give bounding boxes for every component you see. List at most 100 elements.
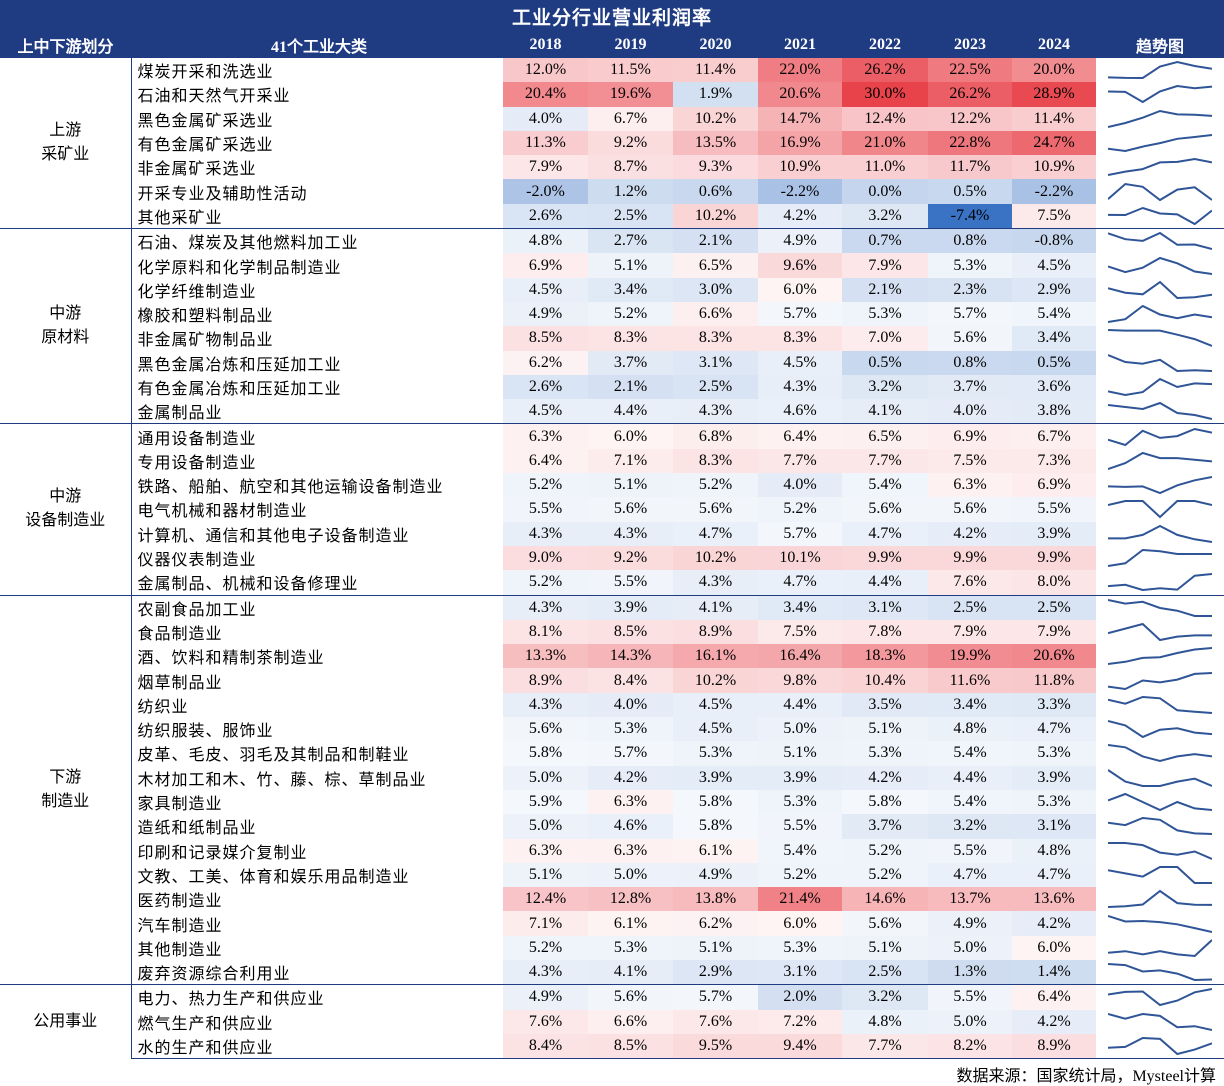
trend-sparkline-cell: [1096, 399, 1224, 424]
value-cell: 12.4%: [503, 887, 588, 912]
industry-name: 木材加工和木、竹、藤、棕、草制品业: [137, 771, 427, 789]
value-cell: 5.6%: [588, 984, 673, 1010]
value-cell: 11.8%: [1012, 668, 1096, 693]
trend-sparkline-cell: [1096, 546, 1224, 570]
value-cell: 5.6%: [928, 326, 1012, 351]
value-cell: 5.1%: [588, 473, 673, 498]
value-cell: 5.3%: [588, 935, 673, 960]
value-cell: 10.2%: [673, 668, 758, 693]
value-cell: 8.5%: [503, 326, 588, 351]
sparkline-path: [1108, 792, 1212, 812]
table-row: 水的生产和供应业 8.4% 8.5% 9.5% 9.4% 7.7% 8.2% 8.9%: [0, 1033, 1224, 1060]
value-cell: 4.2%: [928, 521, 1012, 546]
trend-sparkline-cell: [1096, 960, 1224, 985]
sparkline-path: [1108, 573, 1212, 592]
value-cell: 3.4%: [1012, 326, 1096, 351]
trend-sparkline: [1108, 85, 1212, 104]
sparkline-path: [1108, 134, 1212, 153]
value-cell: 16.1%: [673, 644, 758, 669]
value-cell: 5.6%: [928, 497, 1012, 522]
trend-sparkline: [1108, 671, 1212, 690]
value-cell: 6.1%: [588, 911, 673, 936]
value-cell: 14.6%: [842, 887, 928, 912]
value-cell: 6.3%: [588, 789, 673, 815]
value-cell: 4.8%: [928, 717, 1012, 742]
trend-sparkline-cell: [1096, 423, 1224, 449]
value-cell: 0.6%: [673, 179, 758, 204]
industry-name: 废弃资源综合利用业: [137, 966, 291, 984]
value-cell: 7.6%: [673, 1009, 758, 1034]
value-cell: 4.0%: [503, 106, 588, 131]
value-cell: 2.5%: [1012, 594, 1096, 620]
value-cell: 4.9%: [503, 984, 588, 1010]
value-cell: 1.4%: [1012, 959, 1096, 985]
value-cell: 6.6%: [673, 301, 758, 327]
value-cell: 4.4%: [842, 570, 928, 596]
value-cell: -7.4%: [928, 203, 1012, 229]
value-cell: 9.4%: [758, 1033, 842, 1060]
value-cell: 3.9%: [588, 594, 673, 620]
value-cell: 0.8%: [928, 350, 1012, 375]
value-cell: 5.2%: [588, 301, 673, 327]
value-cell: 20.4%: [503, 82, 588, 107]
sparkline-path: [1108, 158, 1212, 177]
industry-name: 非金属矿采选业: [137, 161, 257, 179]
value-cell: 4.4%: [588, 399, 673, 424]
industry-name: 铁路、船舶、航空和其他运输设备制造业: [137, 479, 444, 497]
industry-name: 石油和天然气开采业: [137, 88, 291, 106]
sparkline-path: [1108, 206, 1212, 226]
industry-name: 化学原料和化学制品制造业: [137, 259, 342, 277]
industry-name: 开采专业及辅助性活动: [137, 185, 308, 203]
value-cell: 20.0%: [1012, 57, 1096, 83]
value-cell: 6.5%: [673, 253, 758, 278]
value-cell: 4.8%: [1012, 838, 1096, 863]
industry-name: 金属制品业: [137, 405, 223, 423]
value-cell: 5.9%: [503, 789, 588, 815]
value-cell: 3.1%: [842, 594, 928, 620]
value-cell: 5.0%: [928, 935, 1012, 960]
source-note: 数据来源：国家统计局，Mysteel计算: [956, 1068, 1216, 1085]
industry-name: 皮革、毛皮、羽毛及其制品和制鞋业: [137, 747, 410, 765]
value-cell: 0.0%: [842, 179, 928, 204]
industry-name: 水的生产和供应业: [131, 1033, 503, 1060]
value-cell: 5.6%: [842, 911, 928, 936]
value-cell: 8.2%: [928, 1033, 1012, 1060]
value-cell: 2.5%: [588, 203, 673, 229]
trend-sparkline: [1108, 865, 1212, 884]
value-cell: 8.4%: [503, 1033, 588, 1060]
table-row: 有色金属冶炼和压延加工业 2.6% 2.1% 2.5% 4.3% 3.2% 3.7% 3.6%: [0, 374, 1224, 400]
table-row: 橡胶和塑料制品业 4.9% 5.2% 6.6% 5.7% 5.3% 5.7% 5.4%: [0, 301, 1224, 327]
trend-sparkline-cell: [1096, 155, 1224, 179]
value-cell: 5.1%: [842, 717, 928, 742]
sparkline-path: [1108, 865, 1212, 884]
industry-name: 印刷和记录媒介复制业: [137, 844, 308, 862]
value-cell: 8.5%: [588, 619, 673, 645]
value-cell: 4.7%: [673, 521, 758, 546]
value-cell: 4.0%: [758, 473, 842, 498]
value-cell: 5.8%: [842, 789, 928, 815]
sparkline-path: [1108, 304, 1212, 324]
value-cell: 4.3%: [503, 521, 588, 546]
value-cell: 8.3%: [673, 448, 758, 474]
value-cell: 2.5%: [673, 374, 758, 400]
value-cell: 0.5%: [928, 179, 1012, 204]
group-label: 中游 设备制造业: [0, 423, 132, 596]
industry-name: 农副食品加工业: [131, 594, 503, 620]
industry-name: 造纸和纸制品业: [137, 820, 257, 838]
value-cell: 21.0%: [842, 130, 928, 156]
trend-sparkline: [1108, 573, 1212, 592]
value-cell: 7.1%: [503, 911, 588, 936]
value-cell: 3.9%: [1012, 765, 1096, 790]
table-row: 金属制品业 4.5% 4.4% 4.3% 4.6% 4.1% 4.0% 3.8%: [0, 399, 1224, 424]
industry-name: 食品制造业: [137, 625, 223, 643]
value-cell: 30.0%: [842, 82, 928, 107]
trend-sparkline: [1108, 1037, 1212, 1056]
trend-sparkline: [1108, 158, 1212, 177]
trend-sparkline-cell: [1096, 863, 1224, 887]
trend-sparkline: [1108, 841, 1212, 860]
trend-sparkline-cell: [1096, 693, 1224, 717]
value-cell: 4.7%: [1012, 862, 1096, 888]
value-cell: 5.3%: [758, 789, 842, 815]
value-cell: 7.5%: [1012, 203, 1096, 229]
value-cell: 10.9%: [758, 155, 842, 180]
